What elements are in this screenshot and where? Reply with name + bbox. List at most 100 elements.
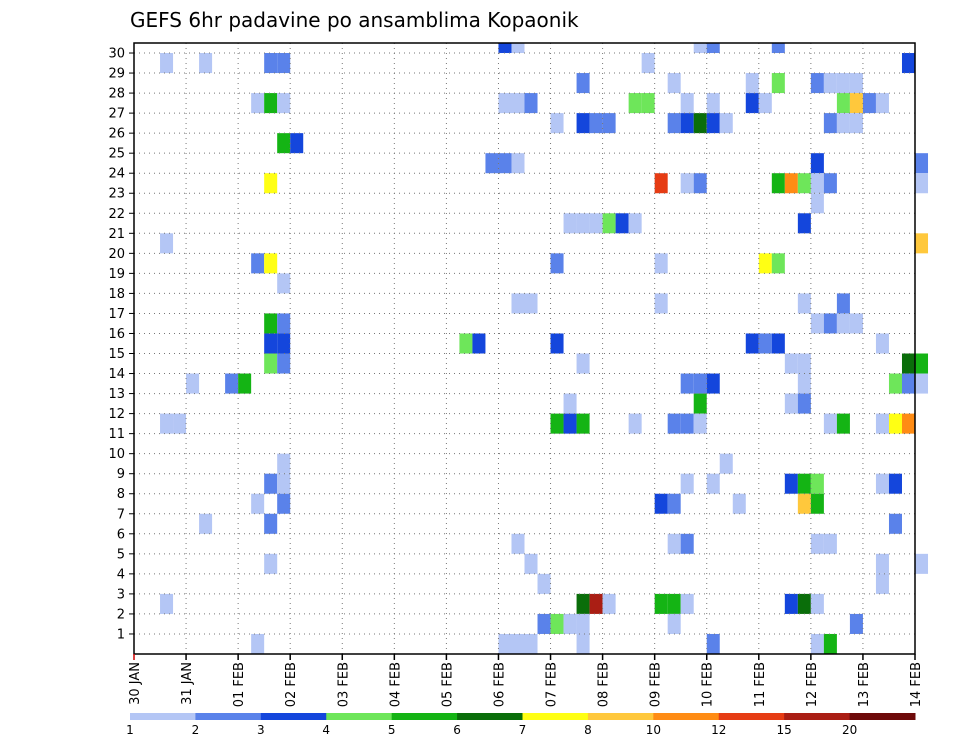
cell-d0.75-m11 (173, 413, 187, 434)
cell-d12-m19 (758, 253, 772, 274)
cell-d8.75-m26 (589, 113, 603, 134)
cell-d11-m30 (706, 43, 720, 54)
x-tick-label-3: 02 FEB (284, 662, 299, 707)
cell-d7.25-m24 (511, 153, 525, 174)
cell-d8.5-m21 (576, 213, 590, 234)
cell-d1.25-m29 (199, 53, 213, 74)
y-axis: 1234567891011121314151617181920212223242… (108, 47, 134, 642)
y-tick-label-15: 15 (108, 347, 125, 362)
cell-d14.75-m11 (901, 413, 915, 434)
y-tick-label-25: 25 (108, 147, 125, 162)
cell-d2.75-m29 (277, 53, 291, 74)
legend: 1 2 3 4 5 6 7 8 10 12 15 20 (126, 713, 916, 737)
cell-d8.25-m21 (563, 213, 577, 234)
cell-d14.75-m13 (901, 373, 915, 394)
legend-swatch-7 (587, 713, 654, 720)
cell-d8-m19 (550, 253, 564, 274)
legend-swatch-4 (391, 713, 458, 720)
y-tick-label-7: 7 (117, 507, 125, 522)
cell-d2.5-m8 (264, 473, 278, 494)
cell-d13-m5 (810, 533, 824, 554)
cell-d2.5-m29 (264, 53, 278, 74)
cell-d2.5-m27 (264, 93, 278, 114)
cell-d11-m0 (706, 633, 720, 654)
cell-d2.5-m4 (264, 553, 278, 574)
cell-d8-m1 (550, 613, 564, 634)
cell-d7.5-m17 (524, 293, 538, 314)
cell-d8.25-m1 (563, 613, 577, 634)
legend-swatch-11 (849, 713, 916, 720)
cell-d7.25-m0 (511, 633, 525, 654)
cell-d9.5-m27 (628, 93, 642, 114)
cell-d11.25-m26 (719, 113, 733, 134)
cell-d2.5-m23 (264, 173, 278, 194)
cell-d9.25-m21 (615, 213, 629, 234)
cell-d1-m13 (186, 373, 200, 394)
cell-d12.25-m19 (771, 253, 785, 274)
cell-d2.75-m16 (277, 313, 291, 334)
cell-d9.5-m21 (628, 213, 642, 234)
cell-d13-m22 (810, 193, 824, 214)
cell-d12.75-m17 (797, 293, 811, 314)
cell-d10.25-m11 (667, 413, 681, 434)
cell-d9.75-m29 (641, 53, 655, 74)
cell-d13.75-m26 (849, 113, 863, 134)
y-tick-label-12: 12 (108, 407, 125, 422)
y-tick-label-10: 10 (108, 447, 125, 462)
y-tick-label-30: 30 (108, 47, 125, 62)
legend-swatch-0 (130, 713, 196, 720)
x-tick-label-5: 04 FEB (388, 662, 403, 707)
cell-d1.25-m6 (199, 513, 213, 534)
y-tick-label-1: 1 (117, 627, 125, 642)
cell-d10.75-m26 (693, 113, 707, 134)
x-tick-label-9: 08 FEB (597, 662, 612, 707)
cell-d12.75-m13 (797, 373, 811, 394)
cell-d1.75-m13 (225, 373, 239, 394)
legend-swatch-6 (522, 713, 589, 720)
cell-d2.5-m14 (264, 353, 278, 374)
y-tick-label-17: 17 (108, 307, 125, 322)
cell-d12.25-m23 (771, 173, 785, 194)
y-tick-label-22: 22 (108, 207, 125, 222)
cell-d8.5-m26 (576, 113, 590, 134)
cell-d13-m0 (810, 633, 824, 654)
cell-d10.5-m23 (680, 173, 694, 194)
cell-d10.5-m2 (680, 593, 694, 614)
cell-d12.5-m14 (784, 353, 798, 374)
cell-d0.5-m29 (160, 53, 174, 74)
cell-d10.75-m11 (693, 413, 707, 434)
cell-d10.5-m5 (680, 533, 694, 554)
cell-d10.25-m2 (667, 593, 681, 614)
cell-d12.75-m21 (797, 213, 811, 234)
cell-d10.5-m8 (680, 473, 694, 494)
cell-d10.25-m1 (667, 613, 681, 634)
cell-d7-m27 (498, 93, 512, 114)
cell-d13.75-m28 (849, 73, 863, 94)
grid-layer (134, 43, 915, 654)
cell-d13.75-m16 (849, 313, 863, 334)
cell-d2.5-m16 (264, 313, 278, 334)
cell-d7.5-m4 (524, 553, 538, 574)
cell-d11.75-m15 (745, 333, 759, 354)
y-tick-label-11: 11 (108, 427, 125, 442)
cell-d15-m13 (915, 373, 929, 394)
cell-d12-m27 (758, 93, 772, 114)
cell-d12.5-m2 (784, 593, 798, 614)
cell-d15-m24 (915, 153, 929, 174)
cell-d8.5-m0 (576, 633, 590, 654)
legend-swatch-1 (195, 713, 262, 720)
x-tick-label-4: 03 FEB (336, 662, 351, 707)
cell-d14.75-m29 (901, 53, 915, 74)
cell-d13.5-m17 (836, 293, 850, 314)
cell-d2.5-m6 (264, 513, 278, 534)
cell-d14.25-m27 (875, 93, 889, 114)
cell-d13.25-m28 (823, 73, 837, 94)
y-tick-label-6: 6 (117, 527, 125, 542)
legend-label-3: 3 (257, 723, 265, 737)
cell-d2.75-m18 (277, 273, 291, 294)
cell-d11-m13 (706, 373, 720, 394)
cell-d7.75-m3 (537, 573, 551, 594)
cell-d7.25-m17 (511, 293, 525, 314)
cell-d13.25-m0 (823, 633, 837, 654)
legend-swatch-9 (718, 713, 785, 720)
